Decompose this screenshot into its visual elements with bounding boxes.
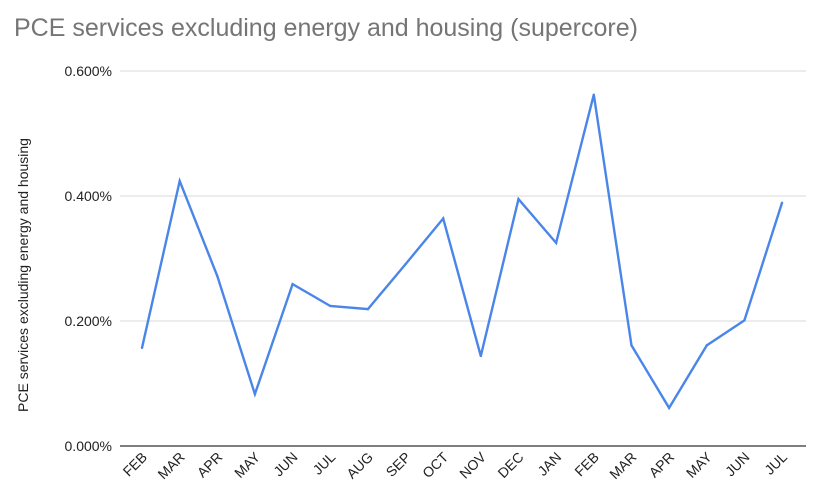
- series-line-0: [140, 94, 784, 411]
- x-tick-label: FEB: [120, 449, 151, 480]
- data-point: [404, 262, 407, 266]
- x-tick-label: DEC: [494, 449, 526, 481]
- data-point: [253, 392, 257, 396]
- data-point: [705, 344, 708, 347]
- data-point: [479, 354, 483, 358]
- x-tick-label: JUN: [270, 449, 301, 480]
- data-point: [329, 304, 332, 308]
- data-point: [592, 93, 595, 96]
- data-point: [216, 274, 219, 278]
- data-point: [630, 344, 633, 347]
- x-tick-label: OCT: [419, 448, 452, 481]
- data-point: [140, 346, 144, 350]
- data-point: [780, 201, 784, 205]
- x-tick-label: NOV: [456, 448, 489, 481]
- x-tick-label: MAY: [231, 448, 263, 480]
- y-tick-label: 0.200%: [65, 313, 112, 329]
- x-tick-label: APR: [194, 449, 226, 481]
- data-point: [442, 217, 445, 220]
- x-tick-label: FEB: [571, 449, 602, 480]
- x-tick-label: JUN: [722, 449, 753, 480]
- data-point: [743, 319, 746, 322]
- data-point: [667, 406, 671, 410]
- y-tick-label: 0.000%: [65, 438, 112, 454]
- y-axis-label: PCE services excluding energy and housin…: [15, 138, 31, 412]
- data-point: [517, 197, 520, 201]
- series-group: [140, 93, 784, 411]
- y-axis-ticks: 0.000% 0.200% 0.400% 0.600%: [65, 63, 112, 454]
- y-tick-label: 0.600%: [65, 63, 112, 79]
- x-tick-label: SEP: [383, 449, 414, 480]
- x-tick-label: MAR: [154, 449, 187, 482]
- x-tick-label: MAY: [683, 448, 715, 480]
- x-tick-label: MAR: [606, 449, 639, 482]
- x-tick-label: JUL: [761, 449, 790, 478]
- x-tick-label: AUG: [343, 449, 376, 482]
- chart-title: PCE services excluding energy and housin…: [14, 14, 638, 42]
- y-tick-label: 0.400%: [65, 188, 112, 204]
- gridlines: [120, 70, 806, 447]
- data-point: [554, 241, 558, 245]
- data-point: [178, 179, 181, 183]
- data-point: [366, 307, 370, 311]
- data-point: [291, 282, 294, 286]
- x-tick-label: APR: [646, 449, 678, 481]
- x-axis-ticks: FEB MAR APR MAY JUN JUL AUG SEP OCT NOV DEC JAN FEB M…: [120, 448, 791, 482]
- x-tick-label: JAN: [534, 449, 564, 479]
- x-tick-label: JUL: [309, 449, 338, 478]
